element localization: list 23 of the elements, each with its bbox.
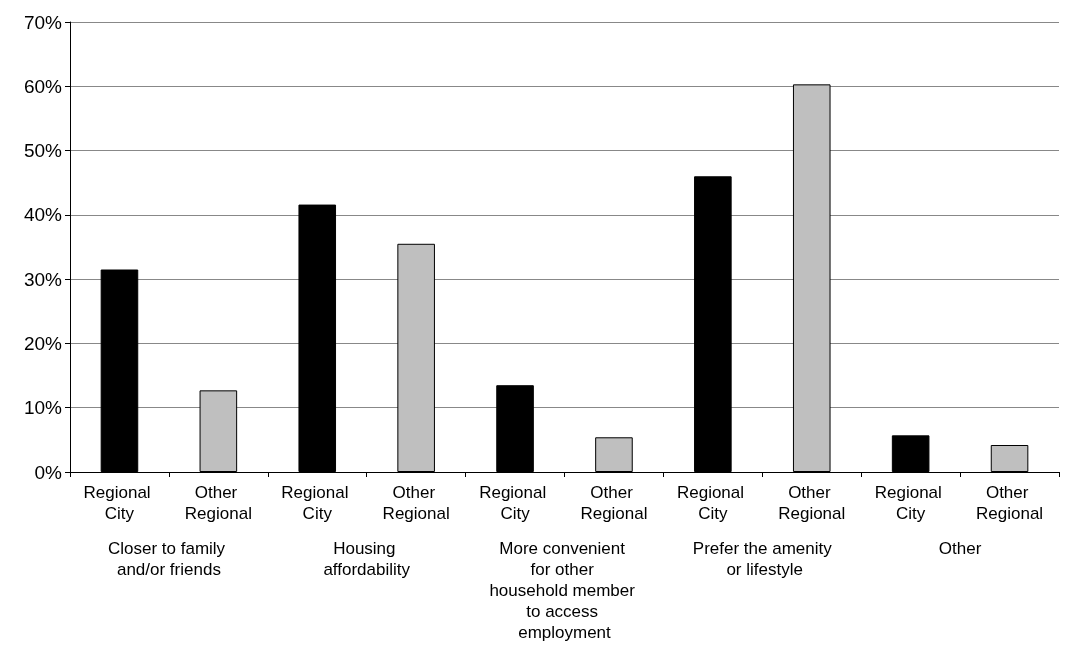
y-tick-label: 0% (34, 461, 63, 483)
x-tick-label: Other Regional (976, 483, 1044, 523)
y-tick-label: 20% (23, 332, 63, 354)
x-tick-label: Regional City (676, 483, 749, 523)
text: More convenient for other household member to access employment (489, 539, 640, 642)
x-tick-label: Other Regional (580, 483, 648, 523)
y-tick-label: 60% (23, 75, 63, 97)
text: Prefer the amenity or lifestyle (692, 539, 833, 579)
y-tick-label: 30% (23, 268, 63, 290)
text: Closer to family and/or friends (107, 539, 230, 579)
x-tick-label: Other Regional (778, 483, 846, 523)
x-tick-label: Other Regional (184, 483, 252, 523)
text: Other (938, 539, 982, 558)
x-tick-label: Regional City (479, 483, 551, 523)
x-tick-label: Regional City (83, 483, 156, 523)
text: Housing affordability (323, 539, 411, 579)
x-tick-label: Regional City (281, 483, 354, 523)
x-tick-label: Other Regional (382, 483, 450, 523)
y-tick-label: 70% (23, 11, 63, 33)
y-tick-label: 50% (23, 140, 63, 162)
y-tick-label: 10% (23, 397, 63, 419)
x-tick-label: Regional City (874, 483, 947, 523)
y-tick-label: 40% (23, 204, 63, 226)
